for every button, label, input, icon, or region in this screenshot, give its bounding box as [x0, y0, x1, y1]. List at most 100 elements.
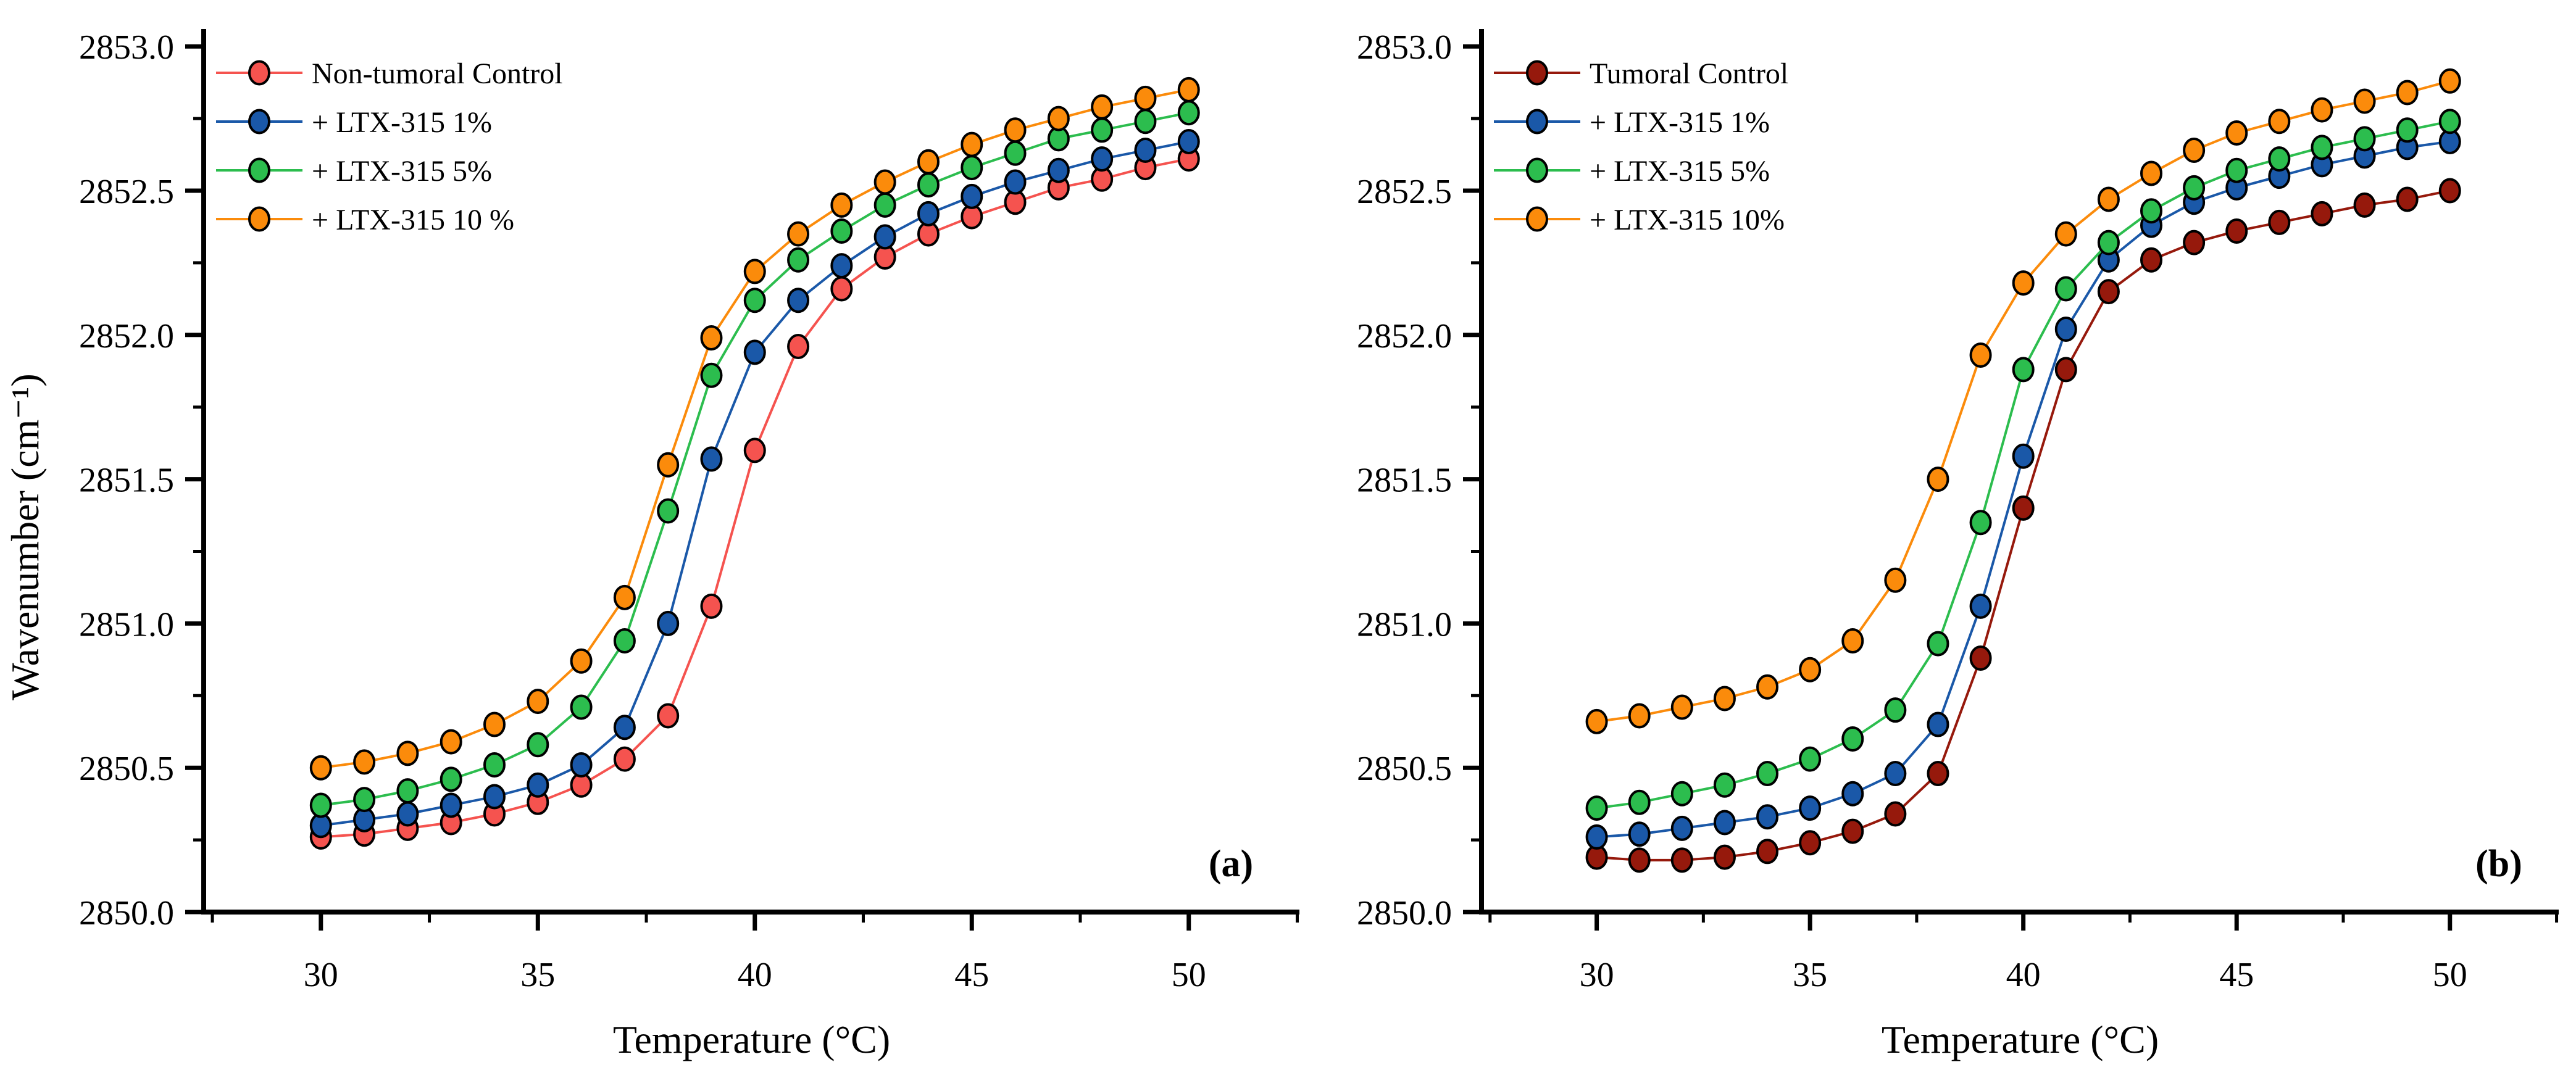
- y-tick-label-2851.5: 2851.5: [79, 462, 174, 500]
- y-tick-label-2851.5: 2851.5: [1357, 462, 1452, 500]
- data-point: [2183, 230, 2206, 255]
- data-point: [309, 755, 332, 781]
- data-point: [1004, 169, 1027, 195]
- data-point: [961, 183, 983, 209]
- data-point: [309, 792, 332, 818]
- data-point: [396, 801, 419, 827]
- data-point: [2054, 316, 2077, 342]
- legend-label-1: + LTX-315 1%: [1590, 106, 1770, 139]
- data-point: [830, 253, 853, 279]
- data-point: [1969, 342, 1992, 368]
- legend-label-2: + LTX-315 5%: [312, 155, 492, 188]
- data-point: [2012, 495, 2035, 521]
- data-point: [2140, 160, 2163, 186]
- data-point: [743, 259, 766, 284]
- legend-label-2: + LTX-315 5%: [1590, 155, 1770, 188]
- legend: Tumoral Control + LTX-315 1% + LTX-315 5% +…: [1494, 57, 1788, 236]
- data-point: [1927, 631, 1949, 657]
- data-point: [787, 334, 810, 360]
- panel-label: (a): [1209, 843, 1253, 885]
- data-point: [830, 218, 853, 244]
- data-point: [570, 648, 593, 674]
- data-point: [2225, 218, 2248, 244]
- legend-marker: [248, 157, 270, 183]
- data-point: [1756, 674, 1779, 700]
- data-point: [1628, 821, 1651, 847]
- data-point: [1799, 830, 1822, 856]
- legend-marker: [248, 60, 270, 86]
- data-point: [1134, 85, 1157, 111]
- legend-label-3: + LTX-315 10%: [1590, 204, 1785, 236]
- data-point: [1884, 801, 1907, 827]
- data-point: [353, 749, 376, 775]
- data-point: [2012, 270, 2035, 296]
- y-tick-label-2852.5: 2852.5: [1357, 173, 1452, 211]
- data-point: [440, 766, 462, 792]
- data-point: [1177, 77, 1200, 102]
- data-point: [1841, 781, 1864, 807]
- x-tick-label-40: 40: [738, 956, 772, 994]
- x-tick-label-35: 35: [1793, 956, 1827, 994]
- data-point: [873, 224, 896, 250]
- y-tick-label-2851.0: 2851.0: [1357, 605, 1452, 644]
- data-point: [396, 740, 419, 766]
- data-point: [2097, 279, 2120, 305]
- data-point: [2225, 157, 2248, 183]
- legend-label-0: Non-tumoral Control: [312, 57, 563, 90]
- data-point: [1177, 129, 1200, 155]
- legend-marker: [1526, 206, 1548, 232]
- y-tick-label-2850.5: 2850.5: [79, 750, 174, 788]
- series-line-1: [1596, 140, 2451, 839]
- data-point: [613, 746, 636, 772]
- data-point: [1969, 593, 1992, 619]
- data-point: [527, 689, 549, 715]
- data-point: [1927, 711, 1949, 737]
- series-line-1: [320, 140, 1190, 827]
- data-point: [1884, 697, 1907, 723]
- data-point: [1004, 140, 1027, 166]
- data-point: [1841, 628, 1864, 653]
- x-tick-label-50: 50: [1172, 956, 1206, 994]
- data-point: [2140, 198, 2163, 224]
- data-point: [2396, 186, 2419, 212]
- data-point: [2438, 68, 2461, 94]
- data-point: [2183, 138, 2206, 164]
- data-point: [830, 276, 853, 302]
- data-point: [527, 772, 549, 798]
- data-point: [1756, 804, 1779, 830]
- data-point: [2353, 126, 2376, 152]
- data-point: [1670, 781, 1693, 807]
- data-point: [1628, 703, 1651, 729]
- data-point: [1969, 510, 1992, 536]
- data-point: [873, 192, 896, 218]
- data-point: [1713, 810, 1736, 836]
- data-point: [2311, 201, 2333, 226]
- data-point: [1670, 847, 1693, 873]
- legend: Non-tumoral Control + LTX-315 1% + LTX-315…: [216, 57, 563, 236]
- data-point: [2396, 117, 2419, 143]
- data-point: [1756, 839, 1779, 865]
- data-point: [1628, 789, 1651, 815]
- data-point: [1799, 795, 1822, 821]
- data-point: [1969, 645, 1992, 671]
- data-point: [830, 192, 853, 218]
- data-point: [1884, 567, 1907, 593]
- data-point: [396, 778, 419, 804]
- data-point: [2268, 146, 2291, 172]
- data-point: [1091, 146, 1114, 172]
- legend-marker: [248, 206, 270, 232]
- data-point: [961, 131, 983, 157]
- data-point: [1585, 708, 1608, 734]
- data-point: [1756, 761, 1779, 787]
- data-point: [1799, 657, 1822, 682]
- x-axis-title: Temperature (°C): [613, 1018, 890, 1061]
- data-point: [700, 362, 723, 388]
- data-point: [961, 155, 983, 181]
- data-point: [1670, 815, 1693, 841]
- data-point: [657, 703, 680, 729]
- data-point: [2012, 443, 2035, 469]
- data-point: [1134, 138, 1157, 164]
- data-point: [570, 694, 593, 720]
- data-point: [483, 752, 506, 778]
- y-tick-label-2853.0: 2853.0: [1357, 28, 1452, 67]
